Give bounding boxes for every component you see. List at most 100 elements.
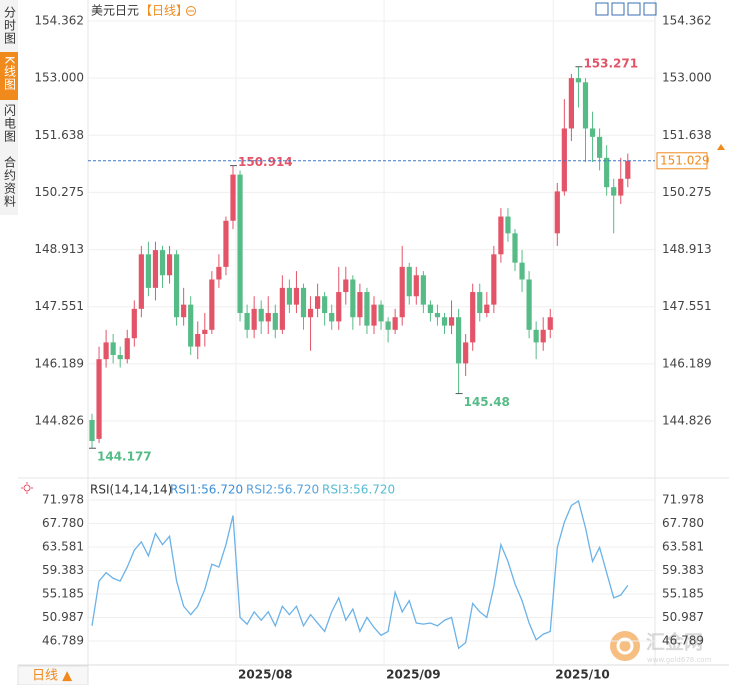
- candle-body: [152, 250, 159, 288]
- scroll-arrow[interactable]: [717, 144, 725, 150]
- candle-body: [181, 304, 187, 318]
- y-tick-label: 150.275: [34, 185, 84, 199]
- y-tick-label-right: 150.275: [662, 185, 712, 199]
- candle-body: [406, 266, 412, 297]
- candle-body: [575, 78, 582, 83]
- extreme-label: 145.48: [464, 395, 510, 409]
- candle-body: [329, 313, 335, 322]
- candle-body: [526, 279, 532, 330]
- y-tick-label-right: 147.551: [662, 299, 712, 313]
- y-tick-label-right: 148.913: [662, 242, 712, 256]
- tool-icon[interactable]: [611, 2, 625, 16]
- candle-body: [350, 279, 356, 318]
- candle-body: [315, 296, 321, 309]
- candle-body: [300, 287, 307, 318]
- candle-body: [124, 338, 130, 360]
- tool-icon[interactable]: [595, 2, 609, 16]
- candle-body: [385, 321, 391, 330]
- y-tick-label: 146.189: [34, 356, 84, 370]
- candle-body: [364, 292, 370, 326]
- candle-body: [470, 292, 476, 343]
- rsi-icon: [21, 482, 33, 494]
- tab[interactable]: 闪电图: [3, 104, 17, 143]
- candle-body: [561, 128, 567, 192]
- active-tab-bg: [0, 52, 18, 100]
- candle-body: [293, 287, 300, 305]
- y-tick-label: 147.551: [34, 299, 84, 313]
- y-tick-label-right: 63.581: [662, 540, 704, 554]
- candle-body: [202, 329, 208, 335]
- candle-body: [89, 419, 95, 441]
- candle-body: [512, 233, 518, 263]
- candle-body: [138, 254, 144, 309]
- candle-body: [258, 308, 264, 322]
- candle-body: [597, 136, 603, 158]
- candle-body: [286, 287, 292, 305]
- watermark-logo: [616, 637, 634, 655]
- candle-body: [251, 308, 257, 330]
- candle-body: [491, 254, 497, 305]
- y-tick-label-right: 151.638: [662, 128, 712, 142]
- watermark-url: www.gold678.com: [647, 656, 712, 664]
- y-tick-label: 71.978: [42, 493, 84, 507]
- candle-body: [96, 359, 102, 439]
- candle-body: [434, 313, 441, 318]
- legend-label: RSI1:56.720: [170, 483, 243, 497]
- candle-body: [322, 296, 328, 314]
- y-tick-label-right: 146.189: [662, 356, 712, 370]
- rsi-title: RSI(14,14,14): [90, 483, 172, 497]
- candle-body: [448, 317, 455, 326]
- tab[interactable]: 合约资料: [3, 155, 17, 208]
- y-tick-label-right: 55.185: [662, 587, 704, 601]
- watermark-logo: [610, 631, 640, 661]
- tab[interactable]: 分时图: [3, 6, 17, 45]
- candle-body: [582, 82, 589, 129]
- candle-body: [131, 308, 137, 339]
- period-label: 【日线】: [140, 4, 188, 18]
- candle-body: [223, 220, 229, 267]
- candle-body: [230, 174, 236, 221]
- tool-icon[interactable]: [643, 2, 657, 16]
- legend-label: RSI2:56.720: [246, 483, 319, 497]
- candle-body: [378, 304, 384, 322]
- tool-icon[interactable]: [627, 2, 641, 16]
- candle-body: [265, 313, 271, 322]
- y-tick-label-right: 50.987: [662, 610, 704, 624]
- y-tick-label: 154.362: [34, 13, 84, 27]
- y-tick-label: 59.383: [42, 563, 84, 577]
- candle-body: [540, 329, 546, 343]
- y-tick-label: 144.826: [34, 414, 84, 428]
- period-button[interactable]: 日线 ▲: [32, 669, 72, 684]
- candle-body: [611, 187, 617, 196]
- extreme-label: 153.271: [583, 56, 638, 70]
- candle-body: [371, 304, 377, 326]
- period-button-bg[interactable]: [17, 665, 89, 685]
- candle-body: [357, 292, 363, 318]
- y-tick-label: 55.185: [42, 587, 84, 601]
- collapse-icon[interactable]: [186, 6, 196, 16]
- y-tick-label: 63.581: [42, 540, 84, 554]
- candle-body: [533, 329, 539, 343]
- candle-body: [547, 317, 553, 330]
- candle-body: [110, 342, 116, 355]
- y-tick-label-right: 153.000: [662, 71, 712, 85]
- candle-body: [103, 342, 109, 360]
- candle-body: [117, 354, 123, 360]
- candle-body: [159, 250, 166, 276]
- y-tick-label-right: 144.826: [662, 414, 712, 428]
- y-tick-label: 46.789: [42, 634, 84, 648]
- y-tick-label-right: 67.780: [662, 516, 704, 530]
- candle-body: [625, 160, 631, 179]
- candle-body: [343, 279, 349, 293]
- extreme-label: 150.914: [238, 155, 293, 169]
- candle-body: [279, 287, 285, 330]
- candle-body: [209, 279, 215, 330]
- tab[interactable]: K线图: [3, 56, 17, 91]
- x-tick-label: 2025/08: [238, 668, 292, 682]
- candle-body: [554, 191, 560, 234]
- candle-body: [336, 292, 342, 322]
- toolbar: [595, 2, 657, 16]
- candle-body: [307, 308, 314, 318]
